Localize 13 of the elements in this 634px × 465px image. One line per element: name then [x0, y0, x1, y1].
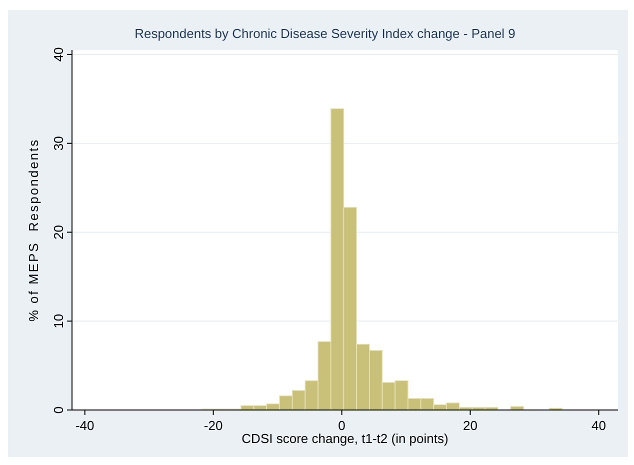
x-tick-label: 40 [591, 418, 606, 433]
chart-title: Respondents by Chronic Disease Severity Index change - Panel 9 [134, 26, 516, 41]
y-tick-label: 10 [51, 314, 66, 328]
y-tick-label: 40 [51, 47, 66, 62]
x-axis-title: CDSI score change, t1-t2 (in points) [242, 431, 448, 446]
y-tick-label: 30 [51, 136, 66, 151]
x-tick-label: -40 [75, 418, 94, 433]
x-tick-label: 0 [338, 418, 346, 433]
y-tick-label: 20 [51, 224, 66, 240]
y-tick-label: 0 [51, 406, 66, 414]
x-tick-label: 20 [463, 418, 478, 433]
x-tick-label: -20 [204, 418, 223, 433]
y-axis-title: % of MEPS Respondents [26, 138, 41, 322]
